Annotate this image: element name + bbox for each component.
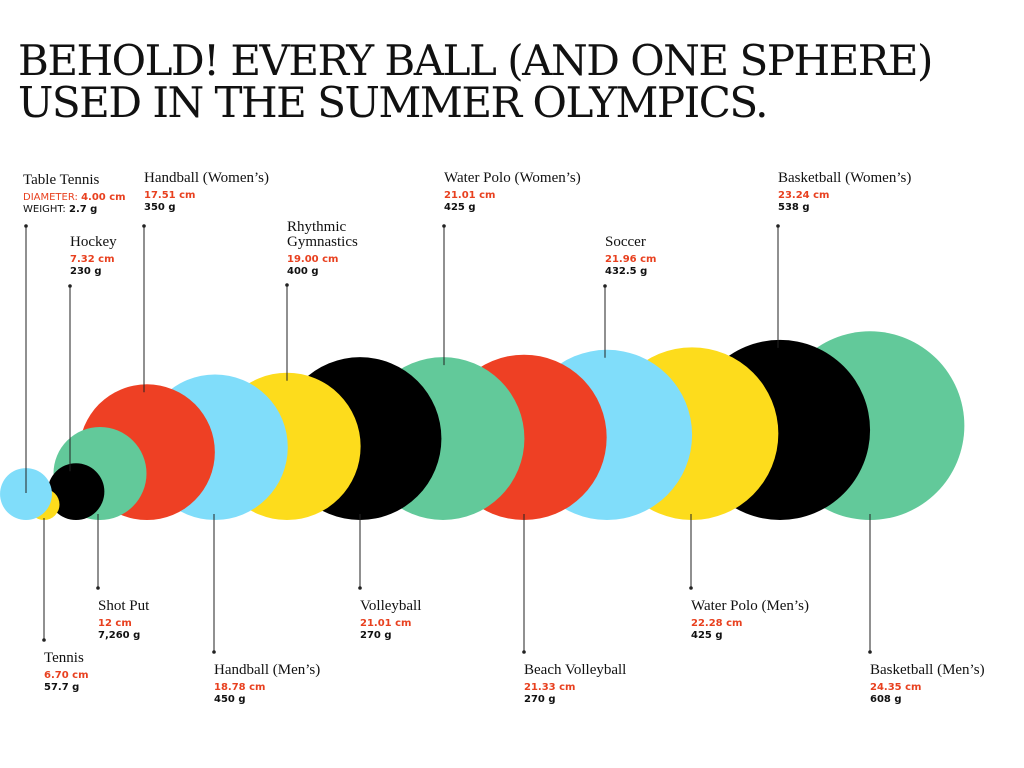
leader-dot-water-polo-womens (442, 224, 446, 228)
ball-name-basketball-womens: Basketball (Women’s) (778, 170, 911, 186)
leader-dot-handball-mens (212, 650, 216, 654)
leader-dot-rhythmic-gymnastics (285, 283, 289, 287)
ball-name-rhythmic-gymnastics: Rhythmic Gymnastics (287, 219, 358, 250)
ball-diameter-water-polo-mens: 22.28 cm (691, 618, 742, 629)
label-shot-put: Shot Put 12 cm7,260 g (96, 514, 150, 641)
leader-dot-beach-volleyball (522, 650, 526, 654)
ball-weight-shot-put: 7,260 g (98, 630, 140, 641)
leader-dot-basketball-womens (776, 224, 780, 228)
title-line-2: USED IN THE SUMMER OLYMPICS. (18, 78, 768, 127)
ball-diameter-beach-volleyball: 21.33 cm (524, 682, 575, 693)
ball-weight-water-polo-womens: 425 g (444, 202, 476, 213)
leader-dot-volleyball (358, 586, 362, 590)
title-line-1: BEHOLD! EVERY BALL (AND ONE SPHERE) (18, 36, 933, 85)
leader-dot-handball-womens (142, 224, 146, 228)
ball-name-tennis: Tennis (44, 650, 84, 666)
ball-diameter-table-tennis: DIAMETER: 4.00 cm (23, 192, 126, 203)
ball-diameter-volleyball: 21.01 cm (360, 618, 411, 629)
ball-weight-basketball-womens: 538 g (778, 202, 810, 213)
ball-weight-handball-womens: 350 g (144, 202, 176, 213)
leader-dot-tennis (42, 638, 46, 642)
leader-dot-water-polo-mens (689, 586, 693, 590)
ball-diameter-tennis: 6.70 cm (44, 670, 89, 681)
ball-name-shot-put: Shot Put (98, 598, 150, 614)
ball-weight-volleyball: 270 g (360, 630, 392, 641)
ball-tennis (0, 468, 52, 520)
leader-dot-table-tennis (24, 224, 28, 228)
ball-hockey (47, 463, 105, 520)
leader-dot-soccer (603, 284, 607, 288)
ball-diameter-shot-put: 12 cm (98, 618, 132, 629)
leader-dot-shot-put (96, 586, 100, 590)
ball-weight-table-tennis: WEIGHT: 2.7 g (23, 204, 97, 215)
leader-dot-hockey (68, 284, 72, 288)
ball-name-handball-womens: Handball (Women’s) (144, 170, 269, 186)
leader-dot-basketball-mens (868, 650, 872, 654)
ball-weight-basketball-mens: 608 g (870, 694, 902, 705)
ball-name-water-polo-mens: Water Polo (Men’s) (691, 598, 809, 614)
ball-diameter-hockey: 7.32 cm (70, 254, 115, 265)
ball-weight-water-polo-mens: 425 g (691, 630, 723, 641)
ball-name-water-polo-womens: Water Polo (Women’s) (444, 170, 581, 186)
ball-weight-beach-volleyball: 270 g (524, 694, 556, 705)
ball-name-basketball-mens: Basketball (Men’s) (870, 662, 985, 678)
ball-diameter-handball-womens: 17.51 cm (144, 190, 195, 201)
ball-weight-tennis: 57.7 g (44, 682, 79, 693)
ball-circles (0, 331, 965, 520)
ball-weight-soccer: 432.5 g (605, 266, 647, 277)
ball-name-beach-volleyball: Beach Volleyball (524, 662, 626, 678)
ball-weight-rhythmic-gymnastics: 400 g (287, 266, 319, 277)
ball-diameter-basketball-mens: 24.35 cm (870, 682, 921, 693)
ball-name-volleyball: Volleyball (360, 598, 421, 614)
ball-diameter-rhythmic-gymnastics: 19.00 cm (287, 254, 338, 265)
ball-name-table-tennis: Table Tennis (23, 172, 100, 188)
ball-weight-handball-mens: 450 g (214, 694, 246, 705)
ball-weight-hockey: 230 g (70, 266, 102, 277)
ball-diameter-soccer: 21.96 cm (605, 254, 656, 265)
ball-name-soccer: Soccer (605, 234, 646, 250)
ball-diameter-water-polo-womens: 21.01 cm (444, 190, 495, 201)
ball-diameter-basketball-womens: 23.24 cm (778, 190, 829, 201)
ball-name-hockey: Hockey (70, 234, 117, 250)
ball-diameter-handball-mens: 18.78 cm (214, 682, 265, 693)
ball-name-handball-mens: Handball (Men’s) (214, 662, 320, 678)
page-title: BEHOLD! EVERY BALL (AND ONE SPHERE) USED… (18, 36, 933, 127)
